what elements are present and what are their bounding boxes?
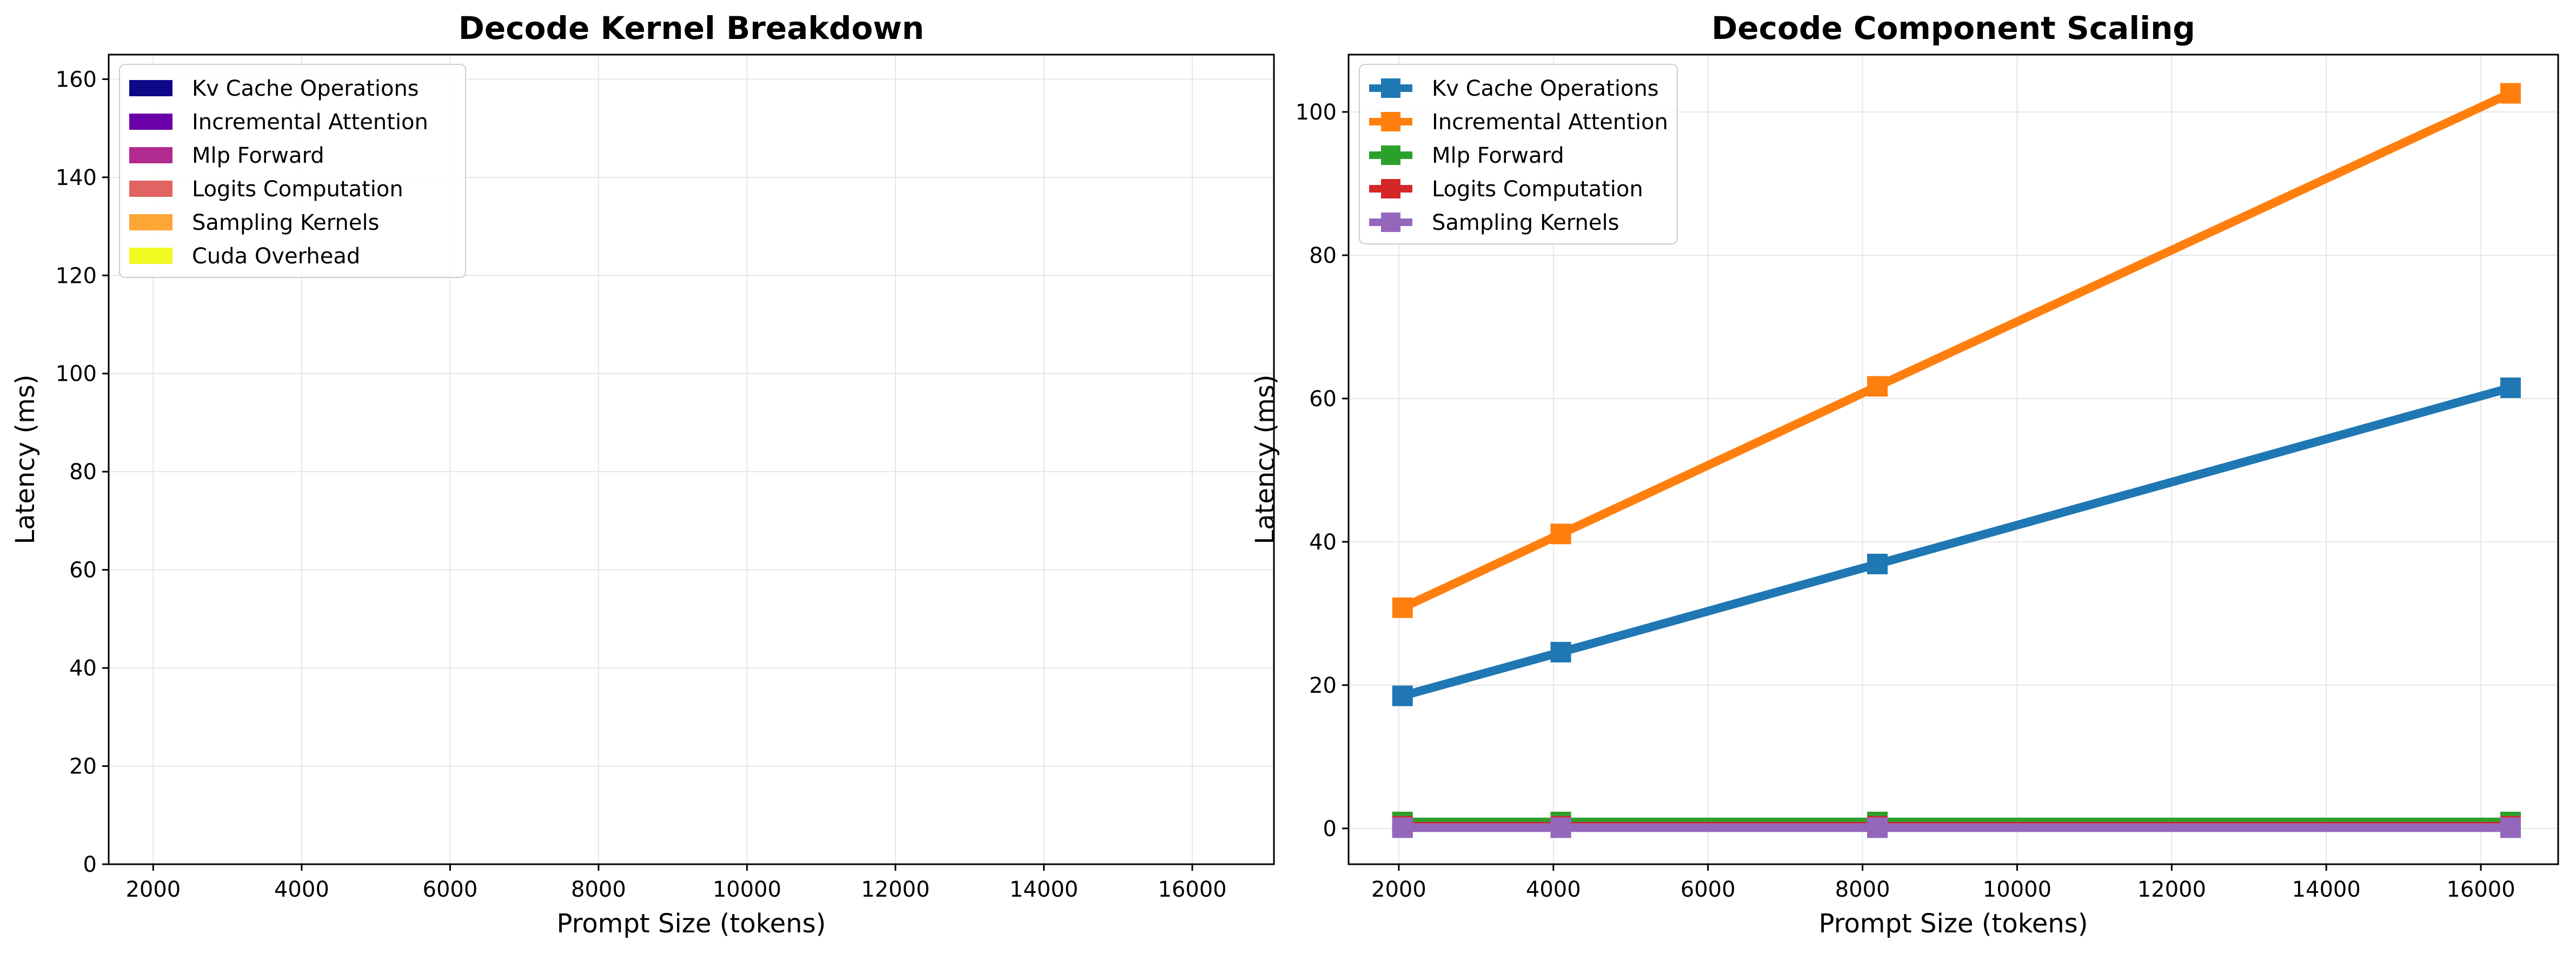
x-tick-label: 14000 xyxy=(1010,877,1078,902)
legend-label: Kv Cache Operations xyxy=(192,76,419,101)
x-axis-label: Prompt Size (tokens) xyxy=(1819,909,2088,939)
data-point-incremental-attention xyxy=(2500,83,2521,104)
x-tick-label: 2000 xyxy=(125,877,181,902)
legend: Kv Cache Operations Incremental Attention… xyxy=(1359,64,1678,244)
data-point-sampling-kernels xyxy=(1392,817,1413,838)
x-tick-label: 8000 xyxy=(571,877,626,902)
x-tick-label: 12000 xyxy=(2137,877,2206,902)
legend-marker-incremental-attention xyxy=(1381,112,1400,131)
legend-swatch-kv-cache-operations xyxy=(129,80,172,96)
x-ticks: 2000 4000 6000 8000 10000 12000 14000 16000 xyxy=(1371,864,2515,902)
chart-kernel-breakdown: 2000 4000 6000 8000 10000 12000 14000 16000 0 20… xyxy=(10,10,1275,939)
legend-swatch-incremental-attention xyxy=(129,114,172,130)
y-tick-label: 100 xyxy=(1296,100,1337,125)
y-tick-label: 80 xyxy=(1309,243,1337,268)
data-point-incremental-attention xyxy=(1392,597,1413,618)
data-point-sampling-kernels xyxy=(1550,817,1571,838)
y-axis-label: Latency (ms) xyxy=(10,374,41,544)
y-tick-label: 160 xyxy=(56,67,97,92)
y-axis-label: Latency (ms) xyxy=(1250,374,1280,544)
series-line-kv-cache-operations xyxy=(1401,383,2512,700)
y-ticks: 0 20 40 60 80 100 xyxy=(1296,100,1349,842)
x-tick-label: 10000 xyxy=(1983,877,2051,902)
legend-box xyxy=(119,64,466,278)
legend-label: Incremental Attention xyxy=(192,110,428,135)
legend-marker-kv-cache-operations xyxy=(1381,78,1400,98)
x-tick-label: 2000 xyxy=(1371,877,1426,902)
data-point-sampling-kernels xyxy=(1867,817,1888,838)
data-point-incremental-attention xyxy=(1867,376,1888,397)
y-tick-label: 140 xyxy=(56,165,97,190)
legend-marker-logits-computation xyxy=(1381,179,1400,198)
legend-swatch-cuda-overhead xyxy=(129,248,172,264)
legend-swatch-logits-computation xyxy=(129,181,172,197)
y-ticks: 0 20 40 60 80 100 120 140 160 xyxy=(56,67,109,877)
x-tick-label: 14000 xyxy=(2292,877,2361,902)
y-tick-label: 100 xyxy=(56,362,97,387)
x-tick-label: 12000 xyxy=(861,877,930,902)
legend-swatch-sampling-kernels xyxy=(129,214,172,230)
y-tick-label: 60 xyxy=(69,558,97,583)
x-tick-label: 4000 xyxy=(1526,877,1581,902)
x-ticks: 2000 4000 6000 8000 10000 12000 14000 16000 xyxy=(125,864,1227,902)
y-tick-label: 60 xyxy=(1309,387,1337,412)
y-tick-label: 80 xyxy=(69,460,97,485)
x-tick-label: 16000 xyxy=(1158,877,1226,902)
legend-marker-mlp-forward xyxy=(1381,145,1400,165)
chart-component-scaling: 2000 4000 6000 8000 10000 12000 14000 16000 0 20… xyxy=(1250,10,2559,939)
y-tick-label: 40 xyxy=(69,656,97,681)
x-tick-label: 10000 xyxy=(713,877,781,902)
legend-label: Logits Computation xyxy=(192,177,403,202)
legend-label: Sampling Kernels xyxy=(1432,210,1619,235)
x-tick-label: 6000 xyxy=(1681,877,1736,902)
y-tick-label: 0 xyxy=(83,852,97,877)
series-line-incremental-attention xyxy=(1400,89,2513,612)
legend-label: Mlp Forward xyxy=(192,143,324,168)
x-axis-label: Prompt Size (tokens) xyxy=(557,909,826,939)
y-tick-label: 40 xyxy=(1309,530,1337,555)
plot-area xyxy=(1392,83,2521,838)
x-tick-label: 6000 xyxy=(423,877,478,902)
legend-label: Logits Computation xyxy=(1432,177,1643,202)
data-point-kv-cache-operations xyxy=(1550,641,1571,662)
data-point-kv-cache-operations xyxy=(1392,685,1413,706)
legend-label: Mlp Forward xyxy=(1432,143,1564,168)
y-tick-label: 20 xyxy=(69,754,97,779)
chart-title: Decode Kernel Breakdown xyxy=(459,10,924,47)
legend-label: Cuda Overhead xyxy=(192,244,360,269)
chart-title: Decode Component Scaling xyxy=(1711,10,2195,47)
x-tick-label: 8000 xyxy=(1835,877,1890,902)
x-tick-label: 4000 xyxy=(274,877,329,902)
legend-box xyxy=(1359,64,1678,244)
plot-frame xyxy=(108,54,1275,865)
legend-swatch-mlp-forward xyxy=(129,147,172,163)
legend-marker-sampling-kernels xyxy=(1381,213,1400,232)
data-point-incremental-attention xyxy=(1550,524,1571,545)
legend-label: Incremental Attention xyxy=(1432,110,1668,135)
x-tick-label: 16000 xyxy=(2446,877,2515,902)
data-point-kv-cache-operations xyxy=(1867,553,1888,574)
legend-label: Sampling Kernels xyxy=(192,210,379,235)
plot-frame xyxy=(1347,54,2559,865)
data-point-sampling-kernels xyxy=(2500,817,2521,838)
y-tick-label: 20 xyxy=(1309,673,1337,698)
y-tick-label: 120 xyxy=(56,263,97,288)
data-point-kv-cache-operations xyxy=(2500,377,2521,399)
y-tick-label: 0 xyxy=(1323,817,1337,842)
legend: Kv Cache Operations Incremental Attention… xyxy=(119,64,466,278)
legend-label: Kv Cache Operations xyxy=(1432,76,1659,101)
